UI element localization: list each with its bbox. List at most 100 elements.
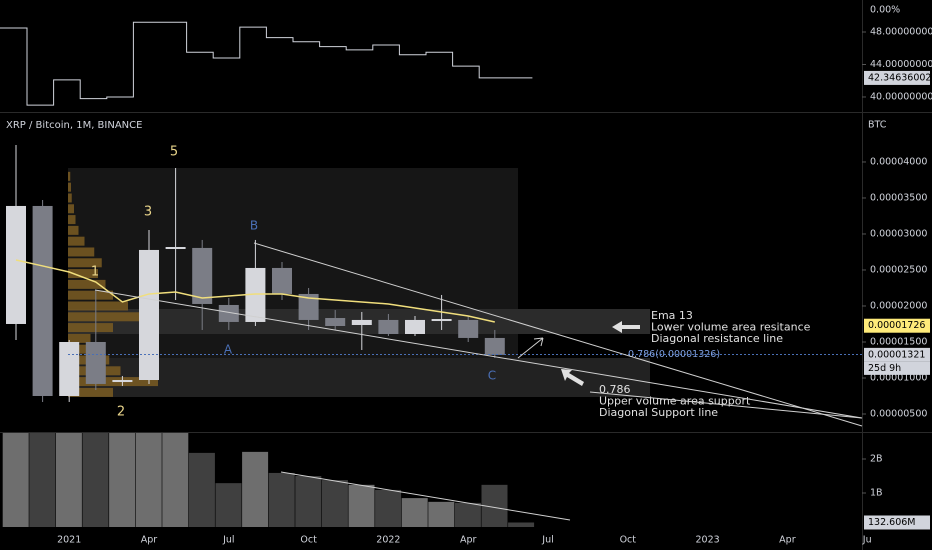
candle-body bbox=[405, 319, 425, 334]
x-tick-label: 2023 bbox=[696, 535, 720, 546]
volume-bar bbox=[162, 433, 189, 527]
y-tick-label: 0.00004000 bbox=[870, 156, 927, 167]
volume-bar bbox=[188, 452, 215, 527]
volume-bar bbox=[321, 480, 348, 527]
candle-body bbox=[32, 205, 53, 396]
volume-profile-bar bbox=[68, 171, 71, 181]
candle-body bbox=[325, 318, 346, 327]
volume-profile-bar bbox=[68, 312, 151, 322]
volume-bar bbox=[295, 476, 322, 527]
candle-body bbox=[85, 341, 106, 384]
candle-body bbox=[272, 267, 292, 294]
countdown: 25d 9h bbox=[868, 363, 901, 374]
volume-profile-bar bbox=[68, 279, 106, 289]
volume-bar bbox=[29, 433, 56, 527]
volume-profile-bar bbox=[68, 290, 113, 300]
volume-profile-bar bbox=[68, 301, 128, 311]
volume-profile-bar bbox=[68, 269, 98, 279]
wave-label: 3 bbox=[144, 205, 152, 220]
volume-bar bbox=[55, 433, 82, 527]
volume-profile-bar bbox=[68, 215, 76, 225]
x-tick-label: Apr bbox=[460, 535, 477, 546]
candle-body bbox=[431, 319, 452, 322]
volume-bar bbox=[508, 522, 535, 527]
annotation: Diagonal Support line bbox=[599, 406, 718, 419]
volume-profile-bar bbox=[68, 323, 113, 333]
candle-body bbox=[59, 341, 80, 396]
price-tag-label: 0.00001726 bbox=[868, 320, 925, 331]
volume-bar bbox=[375, 489, 402, 527]
x-tick-label: Apr bbox=[141, 535, 158, 546]
axis-unit: BTC bbox=[868, 120, 887, 131]
candle-body bbox=[112, 380, 133, 383]
x-tick-label: 2022 bbox=[376, 535, 400, 546]
layer: 40.00000000 44.00000000 48.00000000 42.3463… bbox=[0, 21, 932, 546]
volume-bar bbox=[401, 498, 428, 527]
y-tick-label: 0.00003000 bbox=[870, 228, 927, 239]
top-label: 0.00% bbox=[870, 5, 900, 16]
main-plot bbox=[6, 144, 505, 402]
price-tag-label: 132.606M bbox=[868, 517, 915, 528]
x-tick-label: Oct bbox=[620, 535, 637, 546]
volume-profile-bar bbox=[68, 236, 85, 246]
wave-label: 2 bbox=[117, 405, 125, 420]
candle-body bbox=[298, 293, 319, 320]
y-tick-label: 0.00002000 bbox=[870, 300, 927, 311]
volume-bar bbox=[268, 472, 295, 527]
candle-body bbox=[139, 249, 159, 381]
volume-profile-bar bbox=[68, 193, 72, 203]
arrows bbox=[561, 321, 640, 386]
annotation: Ema 13 bbox=[651, 309, 693, 322]
price-tag-label: 0.00001321 bbox=[868, 349, 925, 360]
price-tag bbox=[864, 70, 930, 85]
candle-body bbox=[378, 319, 399, 334]
price-tag bbox=[864, 515, 930, 530]
price-tag-label: 42.34636002 bbox=[868, 72, 931, 83]
y-tick-label: 2B bbox=[870, 454, 883, 465]
annotation: 0.786 bbox=[599, 383, 631, 396]
y-tick-label: 1B bbox=[870, 488, 883, 499]
volume-profile-bar bbox=[68, 344, 95, 354]
volume-bar bbox=[109, 433, 136, 527]
price-tag bbox=[864, 318, 930, 333]
volume-profile-bar bbox=[68, 225, 79, 235]
candle-body bbox=[458, 319, 479, 338]
volume-bar bbox=[428, 501, 455, 527]
wave-label: 5 bbox=[170, 145, 178, 160]
candle-body bbox=[218, 304, 239, 322]
annotation: Lower volume area resitance bbox=[651, 321, 811, 334]
step-line bbox=[0, 21, 533, 106]
volume-bar bbox=[82, 433, 109, 527]
wave-label: 1 bbox=[91, 265, 99, 280]
ema-line bbox=[15, 259, 495, 323]
candle-body bbox=[245, 267, 266, 322]
y-tick-label: 0.00002500 bbox=[870, 264, 927, 275]
volume-profile-bar bbox=[68, 258, 102, 268]
x-tick-label: Jul bbox=[222, 535, 234, 546]
wave-label: A bbox=[224, 343, 233, 357]
x-tick-label: Jul bbox=[541, 535, 553, 546]
price-tag bbox=[864, 347, 930, 362]
y-tick-label: 48.00000000 bbox=[870, 27, 932, 38]
volume-profile-bar bbox=[68, 204, 74, 214]
candle-body bbox=[351, 319, 372, 325]
candle-body bbox=[484, 337, 505, 355]
x-tick-label: Oct bbox=[300, 535, 317, 546]
annotation: Diagonal resistance line bbox=[651, 332, 783, 345]
trend-lines bbox=[94, 242, 863, 521]
y-tick-label: 0.00003500 bbox=[870, 192, 927, 203]
volume-profile-bar bbox=[68, 333, 91, 343]
volume-bar bbox=[454, 502, 481, 527]
wave-label: B bbox=[250, 219, 258, 233]
y-tick-label: 0.00000500 bbox=[870, 408, 927, 419]
x-tick-label: 2021 bbox=[57, 535, 81, 546]
volume-plot bbox=[2, 433, 535, 527]
volume-bar bbox=[348, 484, 375, 527]
fib-label: 0.786(0.00001326) bbox=[628, 349, 720, 360]
candle-body bbox=[165, 247, 186, 250]
support-zone bbox=[68, 358, 650, 397]
candle-body bbox=[192, 247, 213, 304]
y-tick-label: 44.00000000 bbox=[870, 59, 932, 70]
volume-profile-bar bbox=[68, 182, 71, 192]
